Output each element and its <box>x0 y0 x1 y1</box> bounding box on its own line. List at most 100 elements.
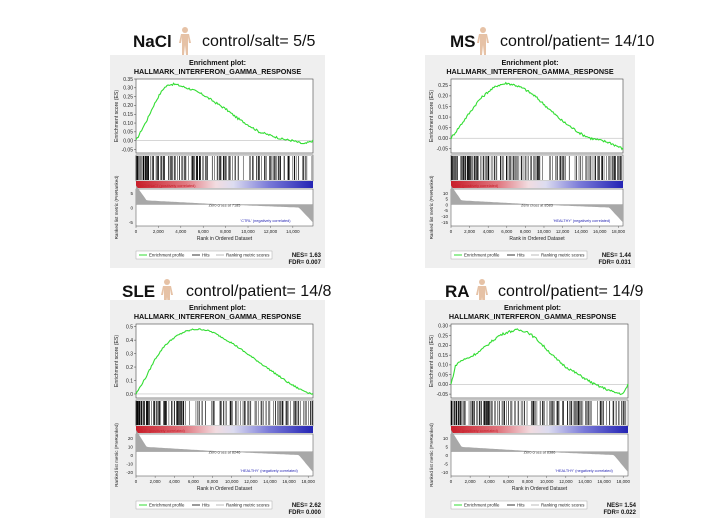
nes-fdr-stats: NES= 1.63 FDR= 0.007 <box>288 253 321 267</box>
es-tick-label: 0.05 <box>123 130 133 136</box>
nes-fdr-stats: NES= 1.54 FDR= 0.022 <box>603 503 636 517</box>
enrichment-plot: Enrichment plot: HALLMARK_INTERFERON_GAMM… <box>425 55 635 268</box>
es-tick-label: 0.00 <box>123 138 133 144</box>
ranked-metric-panel <box>450 188 624 227</box>
x-tick-label: 18,000 <box>301 479 315 484</box>
x-tick-label: 16,000 <box>593 229 607 234</box>
x-tick-label: 0 <box>450 479 453 484</box>
x-tick-label: 2,000 <box>465 479 477 484</box>
rank-heat-bar <box>451 426 628 433</box>
rank-tick-label: 0 <box>130 205 133 210</box>
es-plot-area <box>450 78 624 154</box>
sample-ratio: control/patient= 14/9 <box>498 283 644 300</box>
x-tick-label: 2,000 <box>153 229 165 234</box>
rank-tick-label: 10 <box>128 444 134 449</box>
enrichment-plot: Enrichment plot: HALLMARK_INTERFERON_GAMM… <box>425 300 640 518</box>
rank-tick-label: -10 <box>126 461 133 466</box>
legend-box <box>450 250 588 260</box>
ranking-metric-area <box>451 429 628 473</box>
es-tick-label: 0.00 <box>438 136 448 142</box>
legend-metric-label: Ranking metric scores <box>541 503 585 508</box>
es-axis-label: Enrichment score (ES) <box>429 90 435 142</box>
hits-panel <box>135 154 314 182</box>
es-tick-label: 0.0 <box>126 392 133 398</box>
es-tick-label: 0.15 <box>438 353 448 359</box>
rank-tick-label: -5 <box>444 461 449 466</box>
es-tick-label: 0.25 <box>438 83 448 89</box>
es-tick-label: 0.25 <box>438 333 448 339</box>
positive-label: 'MS' (positively correlated) <box>454 184 499 188</box>
x-tick-label: 0 <box>135 229 138 234</box>
x-tick-label: 4,000 <box>484 479 496 484</box>
es-tick-label: -0.05 <box>122 147 134 153</box>
x-tick-label: 2,000 <box>150 479 162 484</box>
person-icon <box>179 27 191 55</box>
x-tick-label: 14,000 <box>574 229 588 234</box>
x-tick-label: 6,000 <box>188 479 200 484</box>
sample-ratio: control/patient= 14/8 <box>186 283 332 300</box>
x-tick-label: 8,000 <box>520 229 532 234</box>
x-tick-label: 16,000 <box>597 479 611 484</box>
es-tick-label: 0.30 <box>123 86 133 92</box>
ranked-metric-panel <box>450 433 629 477</box>
rank-tick-label: -10 <box>441 214 448 219</box>
rank-heat-bar <box>451 181 623 188</box>
condition-name: NaCl <box>133 32 172 51</box>
x-axis-label: Rank in Ordered Dataset <box>197 236 253 242</box>
ranking-metric-area <box>451 185 623 223</box>
x-tick-label: 0 <box>450 229 453 234</box>
es-tick-label: 0.05 <box>438 125 448 131</box>
zero-cross-label: Zero cross at 7185 <box>209 204 241 208</box>
zero-cross-label: Zero cross at 8386 <box>524 451 556 455</box>
nes-value: NES= 1.44 <box>601 253 631 259</box>
sample-ratio: control/salt= 5/5 <box>202 33 316 50</box>
plot-title-line2: HALLMARK_INTERFERON_GAMMA_RESPONSE <box>448 312 617 321</box>
rank-axis-label: Ranked list metric (PreRanked) <box>114 175 119 239</box>
es-tick-label: 0.5 <box>126 324 133 330</box>
zero-cross-label: Zero cross at 8246 <box>209 451 241 455</box>
x-tick-label: 2,000 <box>464 229 476 234</box>
x-tick-label: 14,000 <box>263 479 277 484</box>
x-tick-label: 8,000 <box>207 479 219 484</box>
person-icon <box>477 27 489 55</box>
plot-title-line2: HALLMARK_INTERFERON_GAMMA_RESPONSE <box>133 67 302 76</box>
x-tick-label: 14,000 <box>286 229 300 234</box>
legend-metric-label: Ranking metric scores <box>226 253 270 258</box>
rank-tick-label: 0 <box>445 202 448 207</box>
plot-title-line1: Enrichment plot: <box>503 303 562 312</box>
es-tick-label: 0.10 <box>438 363 448 369</box>
rank-axis-label: Ranked list metric (PreRanked) <box>429 175 434 239</box>
legend-box <box>450 500 588 510</box>
x-tick-label: 14,000 <box>578 479 592 484</box>
rank-tick-label: -5 <box>444 208 449 213</box>
x-tick-label: 4,000 <box>483 229 495 234</box>
es-axis-label: Enrichment score (ES) <box>114 90 120 142</box>
x-tick-label: 8,000 <box>522 479 534 484</box>
es-tick-label: 0.3 <box>126 351 133 357</box>
legend-box <box>135 500 273 510</box>
x-axis-label: Rank in Ordered Dataset <box>512 486 568 492</box>
rank-tick-label: -10 <box>441 470 448 475</box>
x-tick-label: 6,000 <box>503 479 515 484</box>
fdr-value: FDR= 0.022 <box>603 510 636 516</box>
plot-title-line1: Enrichment plot: <box>188 303 247 312</box>
enrichment-profile-line <box>450 328 629 396</box>
es-tick-label: 0.20 <box>438 343 448 349</box>
zero-cross-label: Zero cross at 8583 <box>521 204 553 208</box>
x-tick-label: 10,000 <box>540 479 554 484</box>
negative-label: 'HEALTHY' (negatively correlated) <box>241 469 299 473</box>
condition-name: SLE <box>122 282 156 301</box>
es-tick-label: 0.05 <box>438 372 448 378</box>
rank-tick-label: 5 <box>130 191 133 196</box>
legend-hits-label: Hits <box>517 503 525 508</box>
enrichment-profile-line <box>135 82 314 145</box>
legend-profile-label: Enrichment profile <box>149 253 185 258</box>
rank-heat-bar <box>136 426 313 433</box>
legend-box <box>135 250 273 260</box>
x-tick-label: 4,000 <box>169 479 181 484</box>
x-tick-label: 0 <box>135 479 138 484</box>
es-tick-label: 0.10 <box>123 121 133 127</box>
rank-tick-label: -5 <box>129 220 134 225</box>
x-tick-label: 12,000 <box>559 479 573 484</box>
rank-axis-label: Ranked list metric (PreRanked) <box>429 423 434 487</box>
